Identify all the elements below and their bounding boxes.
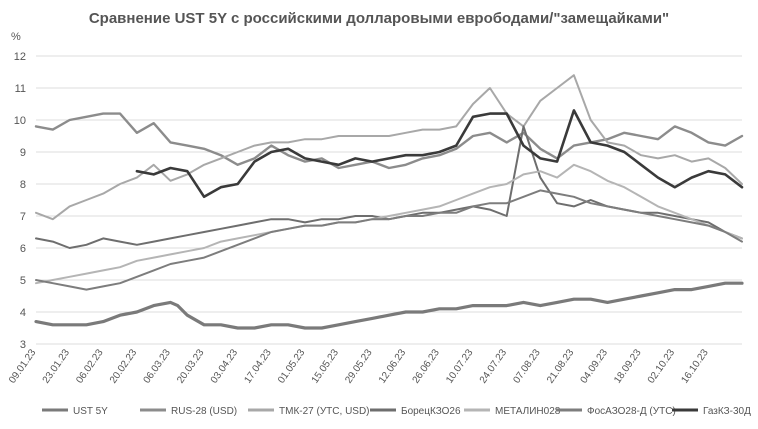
chart-title: Сравнение UST 5Y с российскими долларовы… [88, 10, 670, 27]
x-tick-label: 29.05.23 [343, 347, 375, 386]
x-tick-label: 07.08.23 [511, 347, 543, 386]
x-tick-label: 10.07.23 [444, 347, 476, 386]
x-tick-label: 02.10.23 [646, 347, 678, 386]
x-tick-label: 12.06.23 [377, 347, 409, 386]
legend-label: RUS-28 (USD) [171, 406, 237, 417]
x-tick-label: 26.06.23 [411, 347, 443, 386]
y-tick-label: 10 [14, 115, 26, 127]
series-line [35, 163, 743, 285]
x-tick-label: 18.09.23 [612, 347, 644, 386]
series-line [135, 109, 744, 199]
series-lines [34, 74, 744, 330]
legend-label: ФосАЗО28-Д (УТС) [587, 406, 676, 417]
y-axis-ticks: 3 4 5 6 7 8 9 10 11 12 [14, 51, 26, 351]
legend-label: ТМК-27 (УТС, USD) [279, 406, 370, 417]
legend-label: UST 5Y [73, 406, 108, 417]
y-tick-label: 6 [20, 243, 26, 255]
x-tick-label: 09.01.23 [7, 347, 39, 386]
x-tick-label: 15.05.23 [310, 347, 342, 386]
x-tick-label: 01.05.23 [276, 347, 308, 386]
legend-label: БорецКЗО26 [401, 406, 461, 417]
y-tick-label: 5 [20, 275, 26, 287]
y-tick-label: 3 [20, 339, 26, 351]
x-tick-label: 21.08.23 [545, 347, 577, 386]
x-tick-label: 06.03.23 [142, 347, 174, 386]
x-axis-ticks: 09.01.23 23.01.23 06.02.23 20.02.23 06.03.23… [7, 347, 711, 386]
y-tick-label: 8 [20, 179, 26, 191]
series-line [35, 189, 743, 291]
x-tick-label: 23.01.23 [41, 347, 73, 386]
legend-label: ГазКЗ-30Д [703, 406, 751, 417]
y-tick-label: 9 [20, 147, 26, 159]
legend-label: МЕТАЛИН028 [495, 406, 561, 417]
y-tick-label: 7 [20, 211, 26, 223]
y-tick-label: 12 [14, 51, 26, 63]
x-tick-label: 20.03.23 [175, 347, 207, 386]
x-tick-label: 24.07.23 [478, 347, 510, 386]
x-tick-label: 20.02.23 [108, 347, 140, 386]
x-tick-label: 06.02.23 [74, 347, 106, 386]
x-tick-label: 03.04.23 [209, 347, 241, 386]
y-tick-label: 11 [15, 83, 26, 95]
series-line [34, 281, 744, 330]
x-tick-label: 16.10.23 [679, 347, 711, 386]
x-tick-label: 17.04.23 [242, 347, 274, 386]
y-axis-unit-label: % [11, 31, 21, 43]
x-tick-label: 04.09.23 [579, 347, 611, 386]
series-line [34, 112, 744, 170]
chart-legend: UST 5Y RUS-28 (USD) ТМК-27 (УТС, USD) Борец… [42, 406, 751, 417]
series-line [35, 74, 743, 221]
y-tick-label: 4 [20, 307, 26, 319]
series-line [35, 125, 743, 249]
gridlines [36, 55, 742, 345]
